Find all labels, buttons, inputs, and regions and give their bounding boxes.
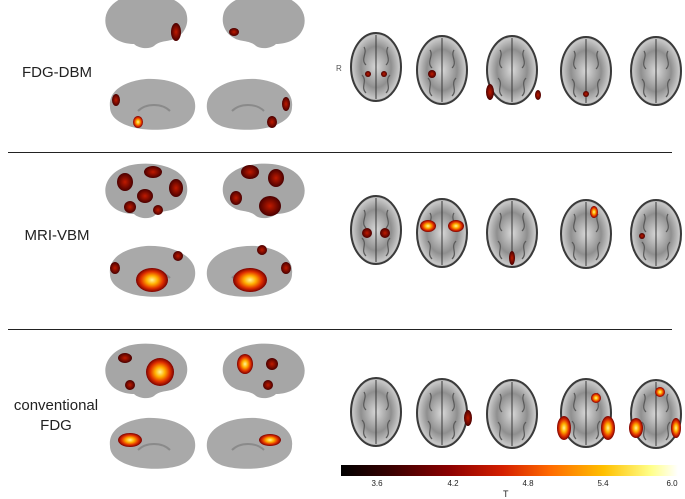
colorbar-title: T (503, 489, 509, 499)
fdg-dbm-lateral-right (222, 0, 305, 49)
conventional-fdg-lateral-right (222, 343, 305, 399)
mri-vbm-medial-right (205, 244, 294, 298)
colorbar-tick: 6.0 (666, 479, 678, 488)
row-label-conventional-fdg: conventional FDG (13, 397, 99, 434)
orientation-marker: R (336, 64, 342, 73)
colorbar-tick: 5.4 (597, 479, 609, 488)
conventional-fdg-medial-left (108, 416, 197, 470)
row-label-fdg-dbm: FDG-DBM (22, 64, 92, 81)
colorbar-tick: 4.2 (447, 479, 459, 488)
colorbar-tick: 3.6 (371, 479, 383, 488)
conventional-fdg-axial-slices (350, 377, 682, 449)
conventional-fdg-medial-right (205, 416, 294, 470)
fdg-dbm-lateral-left (105, 0, 188, 49)
row-divider-2 (8, 329, 672, 330)
colorbar-tick: 4.8 (522, 479, 534, 488)
mri-vbm-lateral-right (222, 163, 305, 219)
fdg-dbm-medial-right (205, 77, 294, 131)
row-divider-1 (8, 152, 672, 153)
row-label-mri-vbm: MRI-VBM (24, 227, 90, 244)
mri-vbm-axial-slices (350, 195, 682, 269)
mri-vbm-medial-left (108, 244, 197, 298)
fdg-dbm-medial-left (108, 77, 197, 131)
conventional-fdg-lateral-left (105, 343, 188, 399)
fdg-dbm-axial-slices (350, 32, 682, 106)
t-value-colorbar (341, 465, 678, 476)
mri-vbm-lateral-left (105, 163, 188, 219)
